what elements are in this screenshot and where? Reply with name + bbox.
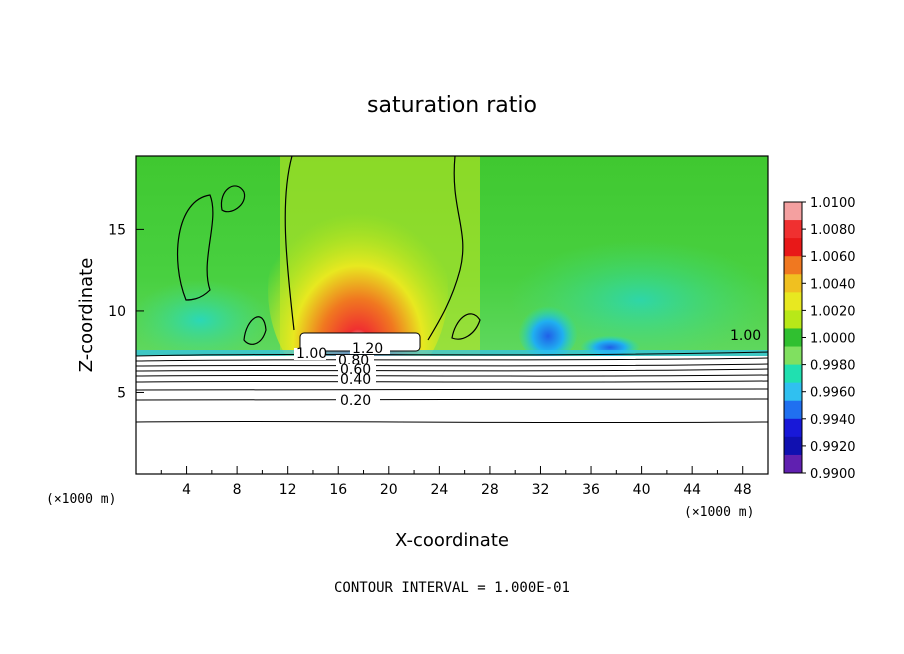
colorbar-swatch (784, 346, 802, 366)
plot-area: 1.20 1.00 0.80 0.60 0.40 0.20 1.00 (136, 156, 768, 474)
contour-1-00-small (220, 185, 246, 213)
x-tick-label: 28 (481, 482, 499, 498)
colorbar-label: 1.0060 (810, 250, 856, 265)
contour-interval-note: CONTOUR INTERVAL = 1.000E-01 (334, 580, 570, 596)
surface-strip (136, 350, 768, 358)
contour-1-00-main-left (284, 156, 295, 331)
colorbar-swatch (784, 400, 802, 420)
colorbar-label: 1.0080 (810, 223, 856, 238)
x-tick-label: 36 (582, 482, 600, 498)
contour-line (136, 351, 768, 357)
contour-label: 1.00 (296, 346, 327, 362)
contour-label: 0.20 (340, 393, 371, 409)
contour-labels: 1.20 1.00 0.80 0.60 0.40 0.20 1.00 (294, 328, 761, 409)
colorbar: 1.0100 1.0080 1.0060 1.0040 1.0020 1.0000 0.99… (783, 196, 856, 482)
contour-line (136, 380, 768, 383)
contour-label: 1.20 (352, 341, 383, 357)
x-tick-label: 4 (182, 482, 191, 498)
x-tick-label: 44 (683, 482, 701, 498)
contour-label: 0.40 (340, 372, 371, 388)
colorbar-label: 1.0040 (810, 277, 856, 292)
plot-frame (135, 155, 769, 475)
colorbar-label: 0.9960 (810, 386, 856, 401)
x-unit-left: (×1000 m) (46, 492, 116, 507)
colorbar-label: 0.9920 (810, 440, 856, 455)
chart-title: saturation ratio (367, 93, 537, 118)
colorbar-label: 0.9980 (810, 359, 856, 374)
x-tick-label: 24 (430, 482, 448, 498)
contour-line (136, 388, 768, 391)
colorbar-swatch (784, 274, 802, 293)
contour-line (136, 420, 768, 424)
colorbar-swatch (784, 382, 802, 402)
x-axis: 4 8 12 16 20 24 28 32 36 40 44 48 (160, 466, 752, 498)
colorbar-swatch (784, 292, 802, 311)
colorbar-label: 1.0000 (810, 332, 856, 347)
contour-label: 1.00 (730, 328, 761, 344)
contour-1-00-left (176, 194, 214, 301)
contour-line (136, 374, 768, 377)
x-tick-label: 16 (329, 482, 347, 498)
x-tick-label: 12 (279, 482, 297, 498)
y-tick-label: 15 (108, 222, 126, 238)
colorbar-swatch (784, 238, 802, 257)
x-axis-label: X-coordinate (395, 530, 509, 551)
x-tick-label: 48 (734, 482, 752, 498)
y-axis: 5 10 15 (108, 222, 144, 401)
contour-1-00-right (451, 313, 481, 340)
blue-region (518, 300, 578, 360)
y-tick-label: 5 (117, 385, 126, 401)
colorbar-label: 0.9900 (810, 467, 856, 482)
cyan-region-left (136, 280, 270, 360)
contour-lines-upper (176, 156, 481, 345)
colorbar-swatch (784, 454, 802, 474)
x-tick-label: 8 (233, 482, 242, 498)
colorbar-swatch (784, 310, 802, 329)
x-tick-label: 40 (633, 482, 651, 498)
x-tick-label: 20 (380, 482, 398, 498)
x-tick-label: 32 (532, 482, 550, 498)
colorbar-swatch (784, 220, 802, 239)
colorbar-swatch (784, 436, 802, 456)
colorbar-swatch (784, 364, 802, 384)
colorbar-swatch (784, 418, 802, 438)
colorbar-swatch (784, 256, 802, 275)
subsaturated-layer (136, 356, 768, 474)
colorbar-swatch (784, 202, 802, 221)
contour-1-00-bump (243, 316, 267, 345)
colorbar-swatch (784, 328, 802, 348)
y-tick-label: 10 (108, 304, 126, 320)
colorbar-label: 1.0100 (810, 196, 856, 211)
contour-line (136, 368, 768, 372)
colorbar-label: 1.0020 (810, 304, 856, 319)
contour-line-0-20 (136, 398, 768, 401)
x-unit-right: (×1000 m) (684, 505, 754, 520)
contour-1-00-main-right (427, 156, 464, 341)
contour-line (136, 363, 768, 367)
y-axis-label: Z-coordinate (76, 258, 97, 373)
contour-lines-lower (136, 351, 768, 424)
colorbar-label: 0.9940 (810, 413, 856, 428)
contour-line (136, 357, 768, 362)
